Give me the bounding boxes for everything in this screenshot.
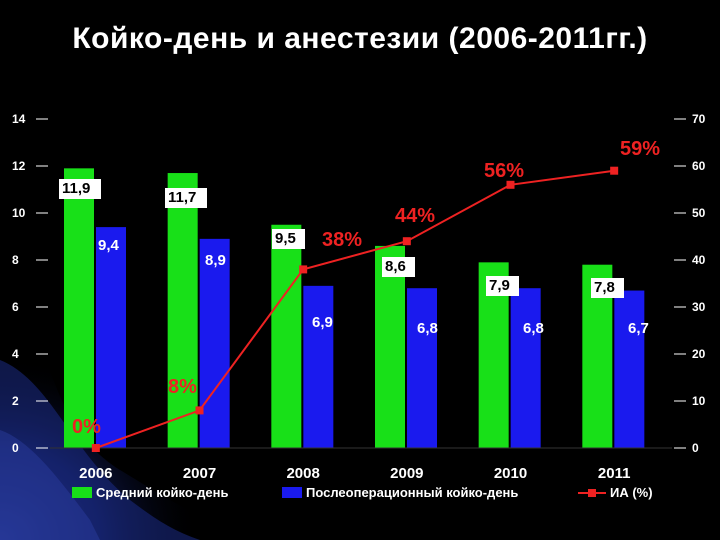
data-label-sredniy-koiko-den: 7,9 — [489, 277, 510, 294]
bar-posleoperacionnyy-koiko-den — [96, 227, 126, 448]
x-axis-category-label: 2006 — [79, 465, 112, 482]
bar-sredniy-koiko-den — [375, 245, 405, 448]
data-label-box-green — [59, 179, 101, 199]
data-label-box-green — [591, 278, 624, 298]
data-label-sredniy-koiko-den: 11,9 — [62, 180, 90, 197]
bar-posleoperacionnyy-koiko-den — [614, 290, 645, 448]
line-point-ia-percent — [195, 406, 204, 415]
data-label-box-green — [486, 276, 519, 296]
data-label-sredniy-koiko-den: 11,7 — [168, 189, 196, 206]
legend-label-sredniy-koiko-den: Средний койко-день — [96, 485, 228, 500]
right-axis-tick-label: 30 — [692, 300, 706, 314]
data-label-posleoperacionnyy-koiko-den: 6,8 — [523, 320, 544, 337]
line-point-ia-percent — [299, 265, 308, 274]
data-label-sredniy-koiko-den: 8,6 — [385, 258, 406, 275]
x-axis-category-label: 2009 — [390, 465, 423, 482]
data-label-sredniy-koiko-den: 9,5 — [275, 230, 296, 247]
slide-title: Койко-день и анестезии (2006-2011гг.) — [72, 22, 648, 55]
data-label-ia-percent: 56% — [484, 160, 524, 182]
right-axis-tick-label: 60 — [692, 159, 706, 173]
legend-swatch-posleoperacionnyy-koiko-den — [282, 487, 302, 498]
bar-posleoperacionnyy-koiko-den — [303, 285, 334, 448]
x-axis-category-label: 2007 — [183, 465, 216, 482]
left-axis-tick-label: 0 — [12, 441, 19, 455]
x-axis-category-label: 2008 — [286, 465, 319, 482]
left-axis-tick-label: 12 — [12, 159, 26, 173]
data-label-posleoperacionnyy-koiko-den: 9,4 — [98, 237, 120, 254]
x-axis-category-label: 2011 — [598, 465, 631, 482]
line-ia-percent — [95, 169, 615, 449]
data-label-posleoperacionnyy-koiko-den: 6,8 — [417, 320, 438, 337]
data-label-box-green — [165, 188, 207, 208]
right-axis-tick-label: 10 — [692, 394, 706, 408]
bar-posleoperacionnyy-koiko-den — [199, 238, 230, 448]
bar-posleoperacionnyy-koiko-den — [510, 288, 541, 448]
left-axis-tick-label: 10 — [12, 206, 26, 220]
data-label-ia-percent: 38% — [322, 229, 362, 251]
right-axis-tick-label: 50 — [692, 206, 706, 220]
left-axis-tick-label: 8 — [12, 253, 19, 267]
line-point-ia-percent — [402, 237, 411, 246]
data-label-posleoperacionnyy-koiko-den: 6,7 — [628, 320, 649, 337]
line-point-ia-percent — [610, 166, 619, 175]
bar-sredniy-koiko-den — [167, 173, 198, 449]
bar-sredniy-koiko-den — [271, 224, 302, 448]
data-label-posleoperacionnyy-koiko-den: 6,9 — [312, 314, 333, 331]
data-label-box-green — [272, 229, 305, 249]
bar-sredniy-koiko-den — [64, 168, 94, 448]
left-axis-tick-label: 14 — [12, 112, 26, 126]
data-label-box-green — [382, 257, 415, 277]
line-point-ia-percent — [506, 180, 515, 189]
right-axis-tick-label: 0 — [692, 441, 699, 455]
legend-label-ia-percent: ИА (%) — [610, 485, 653, 500]
right-axis-tick-label: 70 — [692, 112, 706, 126]
data-label-ia-percent: 59% — [620, 138, 660, 160]
right-axis-tick-label: 20 — [692, 347, 706, 361]
left-axis-tick-label: 4 — [12, 347, 19, 361]
data-label-ia-percent: 44% — [395, 205, 435, 227]
left-axis-tick-label: 2 — [12, 394, 19, 408]
legend-label-posleoperacionnyy-koiko-den: Послеоперационный койко-день — [306, 485, 518, 500]
right-axis-tick-label: 40 — [692, 253, 706, 267]
left-axis-tick-label: 6 — [12, 300, 19, 314]
legend-marker-ia-percent — [588, 489, 596, 497]
data-label-sredniy-koiko-den: 7,8 — [594, 279, 615, 296]
bar-posleoperacionnyy-koiko-den — [407, 288, 437, 448]
legend-swatch-sredniy-koiko-den — [72, 487, 92, 498]
data-label-ia-percent: 8% — [168, 376, 197, 398]
data-label-posleoperacionnyy-koiko-den: 8,9 — [205, 252, 226, 269]
data-label-ia-percent: 0% — [72, 416, 101, 438]
line-point-ia-percent — [91, 444, 100, 452]
x-axis-category-label: 2010 — [494, 465, 527, 482]
